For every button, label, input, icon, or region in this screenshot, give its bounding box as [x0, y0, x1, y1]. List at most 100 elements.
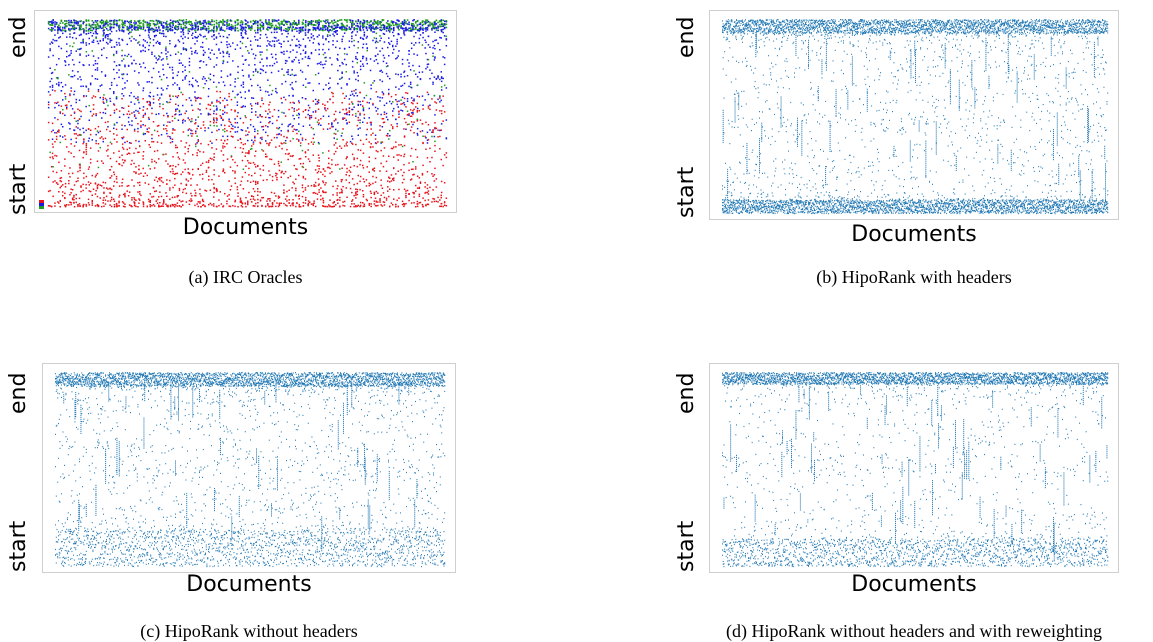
scatter-point [412, 26, 414, 28]
scatter-point [270, 22, 273, 25]
scatter-point [301, 29, 304, 32]
scatter-point [159, 179, 161, 181]
scatter-point [159, 43, 161, 45]
scatter-point [281, 102, 283, 104]
scatter-point [167, 135, 169, 138]
scatter-point [192, 32, 194, 35]
scatter-point [379, 70, 381, 72]
plot-frame-a [34, 10, 457, 213]
scatter-point [79, 48, 81, 50]
scatter-point [99, 85, 101, 87]
scatter-point [156, 22, 159, 25]
scatter-point [55, 63, 58, 66]
scatter-point [437, 21, 439, 24]
scatter-point [380, 179, 382, 181]
scatter-point [252, 161, 255, 164]
scatter-point [722, 141, 724, 143]
scatter-point [245, 205, 247, 208]
scatter-point [298, 116, 300, 119]
scatter-point [166, 56, 168, 58]
scatter-point [180, 62, 182, 64]
scatter-point [121, 39, 124, 42]
scatter-point [244, 97, 246, 100]
scatter-point [133, 197, 135, 199]
scatter-point [356, 205, 359, 208]
scatter-point [190, 200, 192, 203]
scatter-point [440, 129, 442, 131]
scatter-point [324, 104, 326, 106]
scatter-point [153, 129, 156, 132]
scatter-point [722, 202, 723, 204]
scatter-point [182, 64, 184, 66]
scatter-point [226, 135, 229, 138]
scatter-point [259, 168, 261, 170]
scatter-point [413, 121, 415, 123]
scatter-point [77, 71, 79, 73]
scatter-point [204, 21, 206, 23]
scatter-point [339, 26, 341, 29]
scatter-point [182, 93, 184, 96]
scatter-point [337, 69, 339, 72]
scatter-point [379, 35, 381, 37]
scatter-point [96, 130, 99, 132]
scatter-point [226, 143, 228, 145]
scatter-point [314, 74, 317, 76]
scatter-point [343, 97, 346, 99]
scatter-point [216, 189, 218, 192]
scatter-point [381, 91, 384, 93]
scatter-point [359, 159, 362, 162]
scatter-point [222, 50, 224, 53]
scatter-point [109, 25, 112, 27]
scatter-point [326, 128, 329, 130]
scatter-point [397, 170, 399, 172]
scatter-point [269, 44, 271, 46]
scatter-point [187, 148, 189, 150]
scatter-point [387, 65, 389, 67]
scatter-point [126, 28, 128, 31]
scatter-point [322, 205, 325, 207]
scatter-point [178, 88, 181, 90]
scatter-point [116, 181, 118, 184]
scatter-point [257, 70, 259, 73]
scatter-point [139, 145, 141, 147]
scatter-point [175, 146, 177, 149]
scatter-point [122, 26, 125, 29]
scatter-point [351, 31, 354, 33]
scatter-point [70, 87, 72, 89]
scatter-point [107, 38, 109, 40]
scatter-point [151, 107, 153, 110]
scatter-point [421, 123, 424, 125]
scatter-point [337, 198, 339, 201]
scatter-point [409, 83, 412, 85]
scatter-point [128, 95, 131, 97]
scatter-point [374, 41, 377, 44]
scatter-point [166, 125, 168, 127]
scatter-point [80, 186, 82, 188]
scatter-point [370, 87, 372, 90]
scatter-point [239, 184, 242, 186]
scatter-point [152, 67, 155, 70]
scatter-point [426, 191, 429, 194]
scatter-point [725, 197, 726, 199]
scatter-point [148, 200, 150, 203]
scatter-point [103, 29, 105, 31]
scatter-point [357, 128, 359, 130]
scatter-point [171, 120, 174, 122]
scatter-point [73, 202, 75, 204]
scatter-point [362, 29, 365, 31]
scatter-point [416, 29, 419, 32]
scatter-point [197, 140, 199, 143]
scatter-point [301, 97, 304, 99]
scatter-point [226, 36, 229, 39]
scatter-point [124, 22, 126, 24]
scatter-point [405, 21, 407, 23]
scatter-point [192, 154, 194, 156]
scatter-point [92, 28, 95, 30]
scatter-point [195, 130, 197, 132]
scatter-point [79, 28, 81, 30]
scatter-point [366, 20, 369, 22]
scatter-point [409, 30, 412, 32]
scatter-point [362, 26, 365, 29]
scatter-point [299, 163, 302, 165]
scatter-point [427, 20, 430, 23]
